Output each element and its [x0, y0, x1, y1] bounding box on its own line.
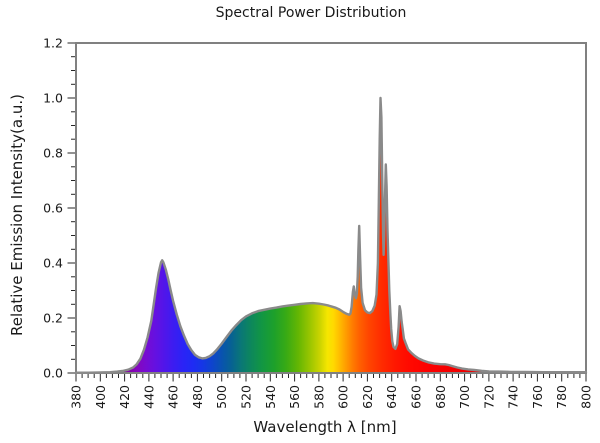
- x-tick-label: 540: [263, 385, 278, 409]
- x-tick-label: 380: [69, 385, 84, 409]
- x-tick-label: 680: [433, 385, 448, 409]
- x-tick-label: 620: [360, 385, 375, 409]
- y-tick-label: 1.2: [43, 36, 63, 51]
- x-tick-label: 560: [287, 385, 302, 409]
- spectrum-fill: [76, 98, 586, 373]
- x-tick-label: 460: [166, 385, 181, 409]
- x-tick-label: 780: [554, 385, 569, 409]
- plot-border: [75, 42, 587, 374]
- x-tick-label: 500: [214, 385, 229, 409]
- x-tick-label: 640: [384, 385, 399, 409]
- x-tick-label: 440: [141, 385, 156, 409]
- x-tick-label: 480: [190, 385, 205, 409]
- x-tick-label: 800: [579, 385, 594, 409]
- x-tick-label: 580: [311, 385, 326, 409]
- x-axis-title: Wavelength λ [nm]: [253, 418, 397, 436]
- y-tick-label: 0.8: [43, 146, 63, 161]
- x-tick-label: 760: [530, 385, 545, 409]
- x-tick-label: 740: [506, 385, 521, 409]
- y-tick-label: 0.6: [43, 201, 63, 216]
- y-tick-label: 0.2: [43, 311, 63, 326]
- x-tick-label: 520: [239, 385, 254, 409]
- x-tick-label: 720: [481, 385, 496, 409]
- x-tick-label: 700: [457, 385, 472, 409]
- x-tick-label: 400: [93, 385, 108, 409]
- y-tick-label: 0.4: [43, 256, 63, 271]
- y-tick-label: 0.0: [43, 366, 63, 381]
- chart-title: Spectral Power Distribution: [215, 5, 407, 21]
- x-tick-label: 600: [336, 385, 351, 409]
- y-tick-label: 1.0: [43, 91, 63, 106]
- x-tick-label: 420: [117, 385, 132, 409]
- spectrum-curve: [74, 96, 588, 374]
- x-tick-label: 660: [409, 385, 424, 409]
